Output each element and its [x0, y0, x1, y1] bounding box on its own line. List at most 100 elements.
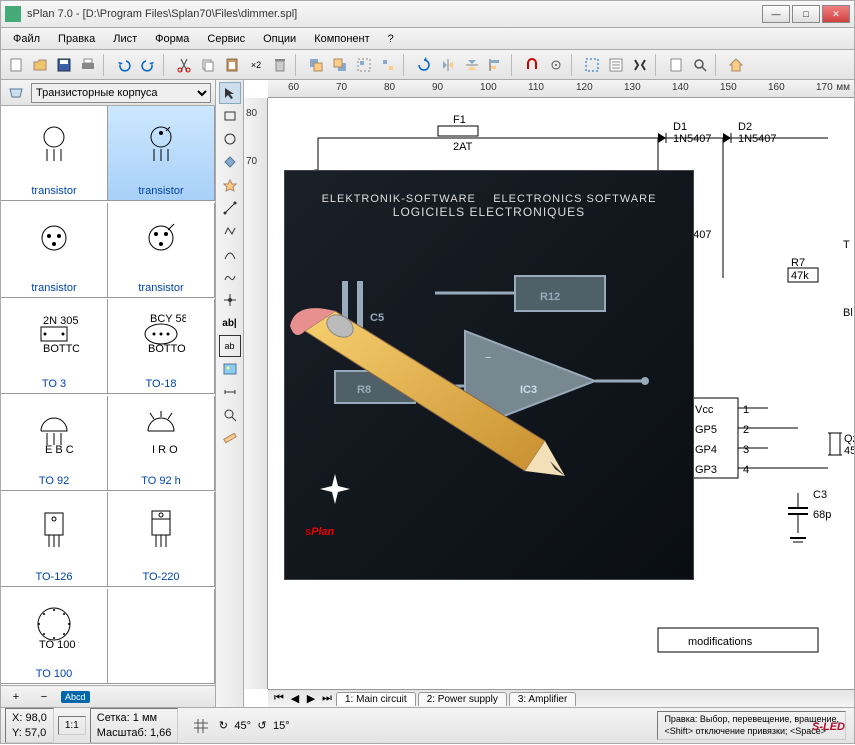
expand-button[interactable]: + [5, 686, 27, 708]
pointer-tool[interactable] [219, 82, 241, 104]
collapse-button[interactable]: − [33, 686, 55, 708]
component-TO-220[interactable]: TO-220 [108, 492, 215, 587]
fliph-button[interactable] [437, 54, 459, 76]
sheet-tab-0[interactable]: 1: Main circuit [336, 692, 416, 706]
cut-button[interactable] [173, 54, 195, 76]
svg-text:1: 1 [743, 404, 749, 416]
bezier-tool[interactable] [219, 243, 241, 265]
redo-button[interactable] [137, 54, 159, 76]
freehand-tool[interactable] [219, 266, 241, 288]
svg-text:R7: R7 [791, 257, 805, 269]
component-TO-126[interactable]: TO-126 [1, 492, 108, 587]
maximize-button[interactable]: □ [792, 5, 820, 23]
sheet-nav[interactable]: ⏮ [272, 688, 286, 708]
angle2-icon[interactable]: ↺ [251, 715, 273, 737]
text-tool[interactable]: ab| [219, 312, 241, 334]
page-button[interactable] [665, 54, 687, 76]
sheet-nav[interactable]: ⏭ [320, 688, 334, 708]
rect-tool[interactable] [219, 105, 241, 127]
polyline-tool[interactable] [219, 220, 241, 242]
component-TO-18[interactable]: BCY 58BOTTOM VIEWTO-18 [108, 299, 215, 394]
menu-Файл[interactable]: Файл [5, 31, 48, 47]
open-button[interactable] [29, 54, 51, 76]
origin-button[interactable] [545, 54, 567, 76]
sheet-nav[interactable]: ◀ [288, 688, 302, 708]
ungroup-button[interactable] [377, 54, 399, 76]
svg-text:Qz1: Qz1 [844, 433, 854, 445]
menu-?[interactable]: ? [380, 31, 402, 47]
grid-toggle-icon[interactable] [190, 715, 212, 737]
group-button[interactable] [353, 54, 375, 76]
back-button[interactable] [329, 54, 351, 76]
paste-button[interactable] [221, 54, 243, 76]
component-transistor[interactable]: transistor [108, 106, 215, 201]
home-button[interactable] [725, 54, 747, 76]
delete-button[interactable] [269, 54, 291, 76]
textbox-tool[interactable]: ab [219, 335, 241, 357]
menu-Компонент[interactable]: Компонент [306, 31, 377, 47]
copy-button[interactable] [197, 54, 219, 76]
component-transistor[interactable]: transistor [1, 106, 108, 201]
menu-Опции[interactable]: Опции [255, 31, 304, 47]
find-button[interactable] [629, 54, 651, 76]
component-transistor[interactable]: transistor [108, 203, 215, 298]
svg-text:TO 100 top view: TO 100 top view [39, 639, 79, 651]
component-empty[interactable] [108, 589, 215, 684]
svg-text:BOTTOM VIEW: BOTTOM VIEW [43, 343, 79, 355]
drawing-area[interactable]: F1 2AT D1 1N5407 D2 1N5407 D4 1N5407 R7 … [268, 98, 854, 689]
zoom-tool[interactable] [219, 404, 241, 426]
circle-tool[interactable] [219, 128, 241, 150]
splash-screen: ELEKTRONIK-SOFTWARE ELECTRONICS SOFTWARE… [284, 170, 694, 580]
menu-Форма[interactable]: Форма [147, 31, 197, 47]
toolbar: ×2 [0, 50, 855, 80]
lib-icon[interactable] [5, 82, 27, 104]
menu-Лист[interactable]: Лист [105, 31, 145, 47]
zoom-button[interactable] [689, 54, 711, 76]
close-button[interactable]: ✕ [822, 5, 850, 23]
align-button[interactable] [485, 54, 507, 76]
line-tool[interactable] [219, 197, 241, 219]
sheet-tabs: ⏮◀▶⏭1: Main circuit2: Power supply3: Amp… [268, 689, 854, 707]
rotate-button[interactable] [413, 54, 435, 76]
dimension-tool[interactable] [219, 381, 241, 403]
svg-text:1N5407: 1N5407 [673, 133, 712, 145]
list-button[interactable] [605, 54, 627, 76]
menu-Сервис[interactable]: Сервис [199, 31, 253, 47]
print-button[interactable] [77, 54, 99, 76]
poly-tool[interactable] [219, 151, 241, 173]
svg-text:GP4: GP4 [695, 444, 717, 456]
svg-text:4: 4 [743, 464, 749, 476]
front-button[interactable] [305, 54, 327, 76]
svg-text:Bl: Bl [843, 307, 853, 319]
new-button[interactable] [5, 54, 27, 76]
svg-text:68p: 68p [813, 509, 831, 521]
save-button[interactable] [53, 54, 75, 76]
measure-tool[interactable] [219, 427, 241, 449]
canvas[interactable]: 60708090100110120130140150160170мм 8070 … [244, 80, 854, 707]
undo-button[interactable] [113, 54, 135, 76]
component-TO 3[interactable]: 2N 3055BOTTOM VIEWTO 3 [1, 299, 108, 394]
select-button[interactable] [581, 54, 603, 76]
statusbar: X: 98,0Y: 57,0 1:1 Сетка: 1 ммМасштаб: 1… [0, 708, 855, 744]
angle-icon[interactable]: ↻ [212, 715, 234, 737]
component-TO 100[interactable]: TO 100 top viewTO 100 [1, 589, 108, 684]
component-TO 92[interactable]: E B CTO 92 [1, 396, 108, 491]
component-grid: transistortransistortransistortransistor… [1, 106, 215, 685]
snap-button[interactable] [521, 54, 543, 76]
svg-text:BCY 58: BCY 58 [150, 313, 186, 325]
library-select[interactable]: Транзисторные корпуса [31, 83, 211, 103]
junction-tool[interactable] [219, 289, 241, 311]
dup-button[interactable]: ×2 [245, 54, 267, 76]
component-TO 92 h[interactable]: I R OTO 92 h [108, 396, 215, 491]
sheet-tab-1[interactable]: 2: Power supply [418, 692, 507, 706]
image-tool[interactable] [219, 358, 241, 380]
menu-Правка[interactable]: Правка [50, 31, 103, 47]
component-transistor[interactable]: transistor [1, 203, 108, 298]
special-tool[interactable] [219, 174, 241, 196]
sheet-nav[interactable]: ▶ [304, 688, 318, 708]
sheet-tab-2[interactable]: 3: Amplifier [509, 692, 576, 706]
minimize-button[interactable]: — [762, 5, 790, 23]
watermark: S-LED [812, 710, 845, 737]
library-footer: + − Abcd [1, 685, 215, 707]
flipv-button[interactable] [461, 54, 483, 76]
